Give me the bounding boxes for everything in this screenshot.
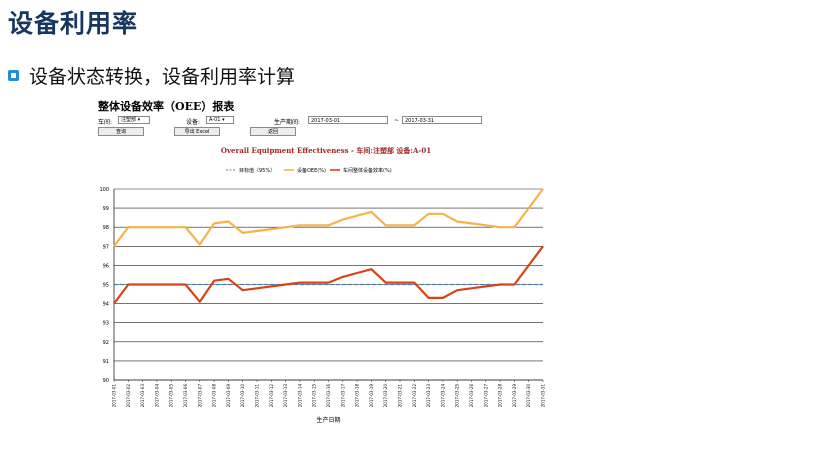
y-tick-label: 100 bbox=[99, 187, 109, 193]
y-tick-label: 92 bbox=[103, 340, 109, 346]
x-tick-label: 2017-03-05 bbox=[169, 384, 174, 408]
x-tick-label: 2017-03-22 bbox=[412, 384, 417, 408]
y-tick-label: 96 bbox=[103, 263, 109, 269]
x-tick-label: 2017-03-07 bbox=[197, 384, 202, 408]
x-tick-label: 2017-03-08 bbox=[212, 384, 217, 408]
x-tick-label: 2017-03-15 bbox=[312, 384, 317, 408]
back-button[interactable]: 返回 bbox=[250, 127, 296, 136]
x-tick-label: 2017-03-09 bbox=[226, 384, 231, 408]
x-tick-label: 2017-03-06 bbox=[183, 384, 188, 408]
x-tick-label: 2017-03-23 bbox=[426, 384, 431, 408]
x-tick-label: 2017-03-03 bbox=[140, 384, 145, 408]
x-tick-label: 2017-03-29 bbox=[512, 384, 517, 408]
y-tick-label: 98 bbox=[103, 225, 109, 231]
chart-title: Overall Equipment Effectiveness - 车间:注塑部… bbox=[220, 146, 432, 155]
x-tick-label: 2017-03-10 bbox=[240, 384, 245, 408]
workshop-label: 车间: bbox=[98, 119, 113, 126]
slide-subtitle: 设备状态转换，设备利用率计算 bbox=[29, 66, 296, 88]
x-axis-label: 生产日期 bbox=[316, 416, 340, 424]
x-tick-label: 2017-03-17 bbox=[340, 384, 345, 408]
series-line-1 bbox=[113, 188, 544, 247]
square-bullet-icon bbox=[8, 70, 19, 81]
x-tick-label: 2017-03-30 bbox=[526, 384, 531, 408]
slide-title: 设备利用率 bbox=[8, 9, 139, 38]
y-tick-label: 97 bbox=[103, 244, 109, 250]
equipment-select[interactable]: A-01 ▾ bbox=[206, 116, 234, 124]
equipment-label: 设备: bbox=[186, 119, 201, 126]
x-tick-label: 2017-03-01 bbox=[112, 384, 117, 408]
query-button[interactable]: 查询 bbox=[98, 127, 144, 136]
y-tick-label: 90 bbox=[103, 378, 109, 384]
x-tick-label: 2017-03-24 bbox=[440, 384, 445, 408]
x-tick-label: 2017-03-14 bbox=[297, 384, 302, 408]
x-tick-label: 2017-03-19 bbox=[369, 384, 374, 408]
series-line-2 bbox=[113, 245, 544, 305]
date-separator: ~ bbox=[394, 117, 400, 124]
x-tick-label: 2017-03-12 bbox=[269, 384, 274, 408]
period-label: 生产期间: bbox=[274, 119, 301, 126]
x-tick-label: 2017-03-26 bbox=[469, 384, 474, 408]
subtitle-row: 设备状态转换，设备利用率计算 bbox=[8, 62, 295, 89]
export-excel-button[interactable]: 导出 Excel bbox=[174, 127, 220, 136]
x-tick-label: 2017-03-31 bbox=[541, 384, 546, 408]
y-tick-label: 91 bbox=[103, 359, 109, 365]
date-from-input[interactable]: 2017-03-01 bbox=[308, 116, 388, 124]
y-tick-label: 95 bbox=[103, 283, 109, 289]
workshop-select[interactable]: 注塑部 ▾ bbox=[118, 116, 150, 124]
x-tick-label: 2017-03-27 bbox=[483, 384, 488, 408]
x-tick-label: 2017-03-04 bbox=[154, 384, 159, 408]
date-to-input[interactable]: 2017-03-31 bbox=[402, 116, 482, 124]
x-tick-label: 2017-03-11 bbox=[255, 384, 260, 408]
x-tick-label: 2017-03-25 bbox=[455, 384, 460, 408]
x-tick-label: 2017-03-02 bbox=[126, 384, 131, 408]
y-tick-label: 99 bbox=[103, 206, 109, 212]
legend-label: 车间整体设备效率(%) bbox=[343, 167, 392, 174]
x-tick-label: 2017-03-21 bbox=[398, 384, 403, 408]
legend-label: 目标值（95%） bbox=[239, 167, 275, 174]
oee-report-app: 整体设备效率（OEE）报表 车间: 注塑部 ▾ 设备: A-01 ▾ 生产期间:… bbox=[96, 98, 556, 428]
x-tick-label: 2017-03-13 bbox=[283, 384, 288, 408]
y-tick-label: 93 bbox=[103, 321, 109, 327]
x-tick-label: 2017-03-28 bbox=[498, 384, 503, 408]
x-tick-label: 2017-03-18 bbox=[355, 384, 360, 408]
x-tick-label: 2017-03-20 bbox=[383, 384, 388, 408]
y-tick-label: 94 bbox=[103, 302, 109, 308]
report-title: 整体设备效率（OEE）报表 bbox=[98, 100, 235, 113]
x-tick-label: 2017-03-16 bbox=[326, 384, 331, 408]
legend-label: 设备OEE(%) bbox=[297, 167, 326, 174]
